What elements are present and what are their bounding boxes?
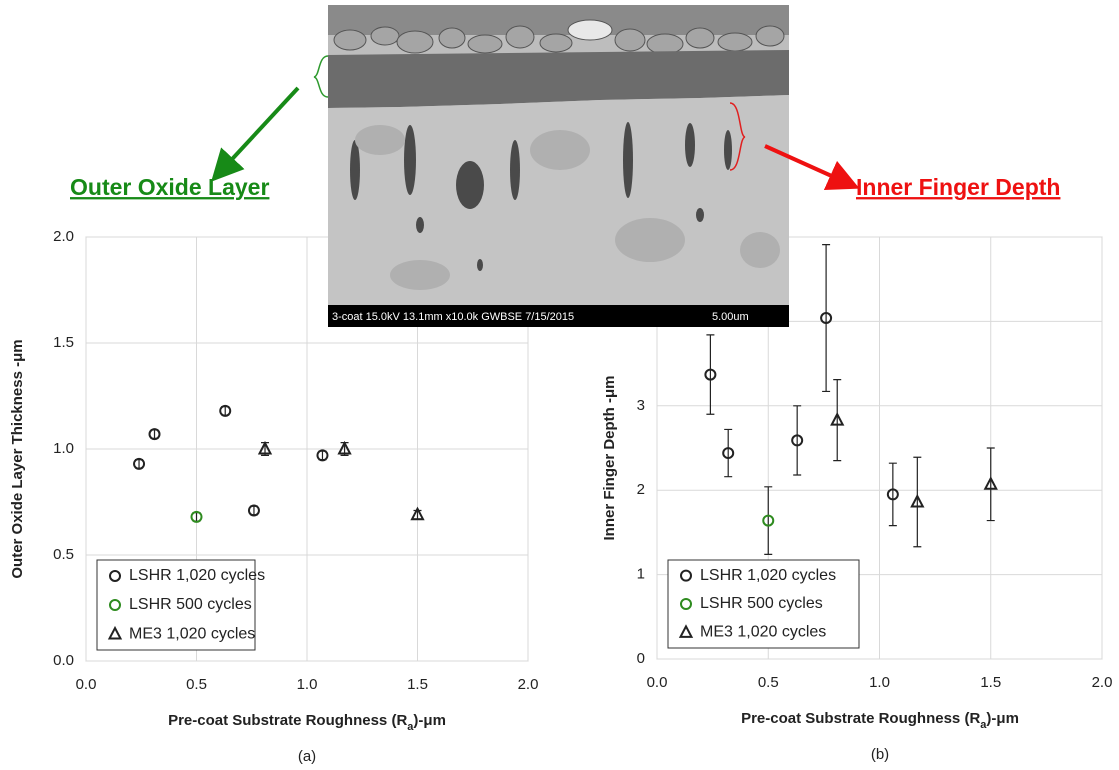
data-point <box>219 404 232 417</box>
data-point <box>133 457 146 470</box>
data-point <box>257 440 273 455</box>
x-axis-title: Pre-coat Substrate Roughness (Ra)-μm <box>741 710 1019 731</box>
data-point <box>983 476 998 490</box>
legend-box <box>96 559 256 651</box>
legend-label: LSHR 500 cycles <box>129 596 252 613</box>
sem-scale-bar: 5.00um <box>712 311 749 323</box>
data-point <box>337 440 352 455</box>
data-point <box>830 411 845 426</box>
x-axis-title-part: )-μm <box>986 710 1019 727</box>
y-tick-label: 2 <box>637 481 645 498</box>
x-tick-label: 1.5 <box>407 676 428 693</box>
error-bar <box>986 447 995 522</box>
x-tick-label: 0.5 <box>758 674 779 691</box>
error-bar <box>822 243 831 393</box>
legend-marker <box>107 625 123 640</box>
error-bar <box>888 462 897 527</box>
panel-caption: (b) <box>871 746 889 763</box>
outer-bracket <box>313 55 329 98</box>
x-axis-title-part: )-μm <box>413 712 446 729</box>
x-tick-label: 0.5 <box>186 676 207 693</box>
legend-marker <box>680 598 692 610</box>
x-axis-title: Pre-coat Substrate Roughness (Ra)-μm <box>168 712 446 733</box>
error-bar <box>706 334 715 415</box>
data-point <box>722 447 735 460</box>
data-point <box>762 514 775 527</box>
x-tick-label: 1.0 <box>869 674 890 691</box>
y-tick-label: 1 <box>637 566 645 583</box>
error-bar <box>764 486 773 555</box>
outer-arrow <box>211 86 300 182</box>
sem-caption: 3-coat 15.0kV 13.1mm x10.0k GWBSE 7/15/2… <box>332 311 574 323</box>
error-bar <box>833 379 842 462</box>
x-tick-label: 1.5 <box>980 674 1001 691</box>
y-tick-label: 3 <box>637 397 645 414</box>
legend: LSHR 1,020 cycles LSHR 500 cycles ME3 1,02… <box>667 559 860 649</box>
data-point <box>886 488 899 501</box>
x-axis-title-part: Pre-coat Substrate Roughness (R <box>741 710 980 727</box>
data-point <box>704 368 717 381</box>
x-tick-label: 2.0 <box>518 676 539 693</box>
legend-label: ME3 1,020 cycles <box>700 624 826 641</box>
inner-bracket <box>729 102 746 171</box>
x-tick-label: 1.0 <box>297 676 318 693</box>
legend-label: LSHR 500 cycles <box>700 595 823 612</box>
data-point <box>190 510 203 523</box>
x-axis-title-part: Pre-coat Substrate Roughness (R <box>168 712 407 729</box>
x-tick-label: 0.0 <box>647 674 668 691</box>
sem-image: 3-coat 15.0kV 13.1mm x10.0k GWBSE 7/15/2… <box>328 5 789 327</box>
y-tick-label: 0 <box>637 650 645 667</box>
data-point <box>316 449 329 462</box>
legend-marker <box>680 569 692 582</box>
legend-box <box>667 559 860 649</box>
data-point <box>410 506 425 521</box>
panel-caption: (a) <box>298 748 316 765</box>
legend-label: LSHR 1,020 cycles <box>129 567 265 584</box>
x-axis-title-part: a <box>980 719 987 731</box>
data-point <box>247 504 260 517</box>
x-tick-label: 2.0 <box>1092 674 1113 691</box>
x-tick-label: 0.0 <box>76 676 97 693</box>
legend-marker <box>109 569 121 582</box>
legend: LSHR 1,020 cycles LSHR 500 cycles ME3 1,02… <box>96 559 265 651</box>
legend-label: LSHR 1,020 cycles <box>700 567 836 584</box>
legend-label: ME3 1,020 cycles <box>129 625 255 642</box>
legend-marker <box>678 624 694 638</box>
y-tick-label: 0.5 <box>53 546 74 563</box>
y-axis-title: Outer Oxide Layer Thickness -μm <box>9 339 26 578</box>
outer-label: Outer Oxide Layer <box>70 174 269 200</box>
data-point <box>910 493 925 508</box>
y-tick-label: 1.5 <box>53 334 74 351</box>
y-tick-label: 2.0 <box>53 228 74 245</box>
y-tick-label: 1.0 <box>53 440 74 457</box>
y-tick-label: 0.0 <box>53 652 74 669</box>
error-bar <box>793 405 802 476</box>
data-point <box>791 434 804 447</box>
error-bar <box>724 428 733 478</box>
inner-arrow <box>764 144 860 191</box>
error-bar <box>913 456 922 548</box>
y-axis-title: Inner Finger Depth -μm <box>601 375 618 540</box>
data-point <box>820 312 833 325</box>
data-point <box>148 428 161 441</box>
inner-label: Inner Finger Depth <box>856 174 1060 200</box>
x-axis-title-part: a <box>407 721 414 733</box>
legend-marker <box>109 599 121 611</box>
